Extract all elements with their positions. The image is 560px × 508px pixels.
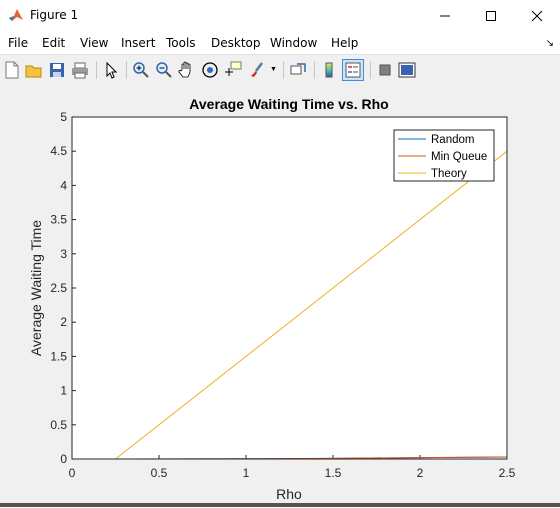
minimize-button[interactable] bbox=[422, 0, 468, 32]
y-tick-label: 4.5 bbox=[50, 144, 67, 158]
menu-desktop[interactable]: Desktop bbox=[211, 36, 261, 50]
toolbar-separator bbox=[283, 61, 284, 79]
y-tick-label: 1.5 bbox=[50, 349, 67, 363]
y-tick-label: 4 bbox=[60, 178, 67, 192]
menu-file[interactable]: File bbox=[8, 36, 29, 50]
menu-edit[interactable]: Edit bbox=[42, 36, 66, 50]
y-tick-label: 0.5 bbox=[50, 418, 67, 432]
save-icon[interactable] bbox=[48, 61, 66, 79]
y-tick-label: 3.5 bbox=[50, 213, 67, 227]
axes-box bbox=[71, 116, 508, 460]
menu-window[interactable]: Window bbox=[270, 36, 318, 50]
y-tick-label: 2.5 bbox=[50, 281, 67, 295]
colorbar-icon[interactable] bbox=[320, 61, 338, 79]
toolbar-separator bbox=[126, 61, 127, 79]
toolbar-separator bbox=[370, 61, 371, 79]
figure-canvas: Average Waiting Time vs. Rho 0 0.5 1 1.5 2 2.… bbox=[0, 85, 560, 503]
x-tick-label: 2.5 bbox=[499, 466, 516, 480]
window-title: Figure 1 bbox=[30, 8, 79, 22]
series-line-theory bbox=[115, 150, 508, 460]
y-tick-label: 5 bbox=[60, 110, 67, 124]
maximize-button[interactable] bbox=[468, 0, 514, 32]
menu-tools[interactable]: Tools bbox=[166, 36, 196, 50]
toolbar-separator bbox=[96, 61, 97, 79]
menu-help[interactable]: Help bbox=[331, 36, 359, 50]
x-tick-label: 0 bbox=[69, 466, 76, 480]
axis-ticks: 0 0.5 1 1.5 2 2.5 0 0.5 1 1.5 2 2.5 3 3.5 4 4.5 5 bbox=[50, 110, 515, 480]
link-plot-icon[interactable] bbox=[289, 61, 307, 79]
pan-hand-icon[interactable] bbox=[178, 61, 196, 79]
window-bottom-edge bbox=[0, 503, 560, 507]
legend-label-min-queue: Min Queue bbox=[431, 151, 487, 163]
figure-toolbar: ▼ bbox=[0, 54, 560, 86]
minimize-icon bbox=[440, 15, 450, 17]
y-tick-label: 3 bbox=[60, 247, 67, 261]
menu-bar: File Edit View Insert Tools Desktop Wind… bbox=[0, 32, 560, 54]
x-tick-label: 0.5 bbox=[151, 466, 168, 480]
x-tick-label: 2 bbox=[417, 466, 424, 480]
open-file-icon[interactable] bbox=[25, 61, 43, 79]
y-tick-label: 2 bbox=[60, 315, 67, 329]
pointer-icon[interactable] bbox=[102, 61, 120, 79]
legend-label-random: Random bbox=[431, 134, 474, 146]
new-figure-icon[interactable] bbox=[3, 61, 21, 79]
dock-figure-icon[interactable]: ↘ bbox=[545, 38, 554, 49]
data-cursor-icon[interactable] bbox=[224, 61, 242, 79]
y-axis-label: Average Waiting Time bbox=[28, 220, 44, 356]
line-chart: Average Waiting Time vs. Rho 0 0.5 1 1.5 2 2.… bbox=[28, 96, 516, 502]
rotate-3d-icon[interactable] bbox=[201, 61, 219, 79]
hide-plot-tools-icon[interactable] bbox=[376, 61, 394, 79]
brush-icon[interactable] bbox=[248, 61, 266, 79]
x-tick-label: 1.5 bbox=[325, 466, 342, 480]
y-tick-label: 0 bbox=[60, 452, 67, 466]
print-icon[interactable] bbox=[71, 61, 89, 79]
toolbar-separator bbox=[314, 61, 315, 79]
matlab-icon bbox=[9, 9, 23, 21]
zoom-out-icon[interactable] bbox=[155, 61, 173, 79]
title-bar: Figure 1 bbox=[0, 0, 560, 32]
show-plot-tools-icon[interactable] bbox=[398, 61, 416, 79]
menu-view[interactable]: View bbox=[80, 36, 109, 50]
menu-insert[interactable]: Insert bbox=[121, 36, 156, 50]
close-button[interactable] bbox=[514, 0, 560, 32]
legend-icon[interactable] bbox=[342, 59, 364, 81]
zoom-in-icon[interactable] bbox=[132, 61, 150, 79]
x-axis-label: Rho bbox=[276, 486, 302, 502]
y-tick-label: 1 bbox=[60, 384, 67, 398]
chart-title: Average Waiting Time vs. Rho bbox=[189, 96, 388, 112]
legend[interactable]: Random Min Queue Theory bbox=[393, 129, 495, 182]
close-icon bbox=[531, 10, 543, 22]
x-tick-label: 1 bbox=[243, 466, 250, 480]
maximize-icon bbox=[486, 11, 496, 21]
legend-label-theory: Theory bbox=[431, 168, 467, 180]
brush-dropdown-icon[interactable]: ▼ bbox=[270, 66, 277, 73]
